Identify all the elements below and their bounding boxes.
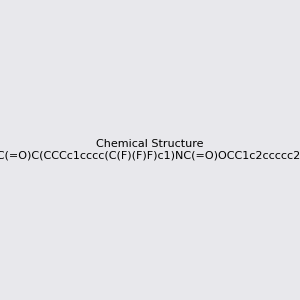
Text: Chemical Structure
OC(=O)C(CCCc1cccc(C(F)(F)F)c1)NC(=O)OCC1c2ccccc2-c: Chemical Structure OC(=O)C(CCCc1cccc(C(F… bbox=[0, 139, 300, 161]
